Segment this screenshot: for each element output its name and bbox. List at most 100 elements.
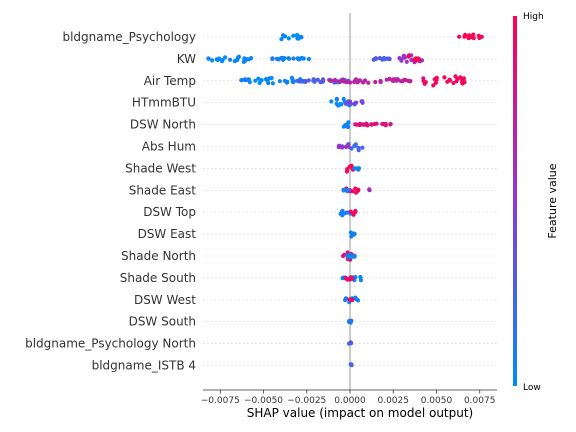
x-tick-label: 0.0000 bbox=[334, 396, 366, 406]
shap-point bbox=[358, 275, 363, 280]
shap-point bbox=[431, 83, 436, 88]
shap-point bbox=[409, 57, 414, 63]
shap-point bbox=[421, 76, 426, 81]
shap-point bbox=[348, 80, 353, 85]
shap-point bbox=[355, 122, 360, 127]
shap-point bbox=[381, 55, 387, 61]
shap-point bbox=[337, 79, 342, 84]
shap-point bbox=[361, 122, 366, 127]
shap-point bbox=[434, 77, 439, 83]
shap-point bbox=[356, 166, 362, 171]
shap-point bbox=[355, 80, 360, 85]
shap-point bbox=[341, 79, 346, 84]
shap-point bbox=[378, 79, 383, 84]
shap-point bbox=[402, 77, 407, 82]
shap-point bbox=[347, 297, 352, 302]
feature-label: DSW East bbox=[138, 227, 197, 241]
shap-point bbox=[340, 213, 345, 218]
shap-point bbox=[353, 208, 358, 214]
shap-point bbox=[336, 145, 341, 150]
shap-point bbox=[283, 34, 288, 39]
feature-label: HTmmBTU bbox=[132, 96, 196, 110]
feature-label: DSW North bbox=[130, 118, 196, 132]
shap-point bbox=[347, 341, 352, 346]
shap-point bbox=[340, 209, 345, 214]
shap-point bbox=[298, 34, 303, 40]
feature-guide-lines bbox=[203, 36, 497, 366]
shap-point bbox=[422, 81, 427, 86]
shap-point bbox=[343, 275, 348, 280]
shap-point bbox=[341, 253, 346, 259]
x-axis-label: SHAP value (impact on model output) bbox=[247, 406, 474, 420]
shap-point bbox=[266, 80, 271, 86]
shap-point bbox=[344, 210, 349, 215]
shap-point bbox=[206, 56, 211, 61]
shap-point bbox=[334, 97, 339, 102]
shap-point bbox=[347, 164, 352, 169]
shap-point bbox=[402, 55, 407, 60]
colorbar: High Low Feature value bbox=[513, 12, 559, 393]
feature-label: DSW South bbox=[129, 315, 196, 329]
shap-point bbox=[360, 99, 365, 104]
shap-point bbox=[270, 81, 275, 86]
shap-point bbox=[243, 58, 248, 63]
shap-point bbox=[479, 34, 484, 39]
shap-point bbox=[228, 57, 233, 62]
shap-point bbox=[348, 209, 353, 214]
shap-point bbox=[345, 124, 350, 129]
feature-label: Air Temp bbox=[144, 74, 196, 88]
shap-point bbox=[329, 99, 334, 104]
shap-point bbox=[445, 79, 450, 84]
shap-point bbox=[299, 55, 304, 61]
shap-point bbox=[367, 187, 372, 192]
shap-point bbox=[315, 77, 320, 82]
shap-point bbox=[327, 78, 333, 83]
shap-point bbox=[380, 121, 385, 127]
shap-point bbox=[383, 121, 388, 126]
shap-point bbox=[291, 56, 296, 61]
shap-point bbox=[470, 34, 475, 39]
shap-point bbox=[459, 77, 465, 82]
x-tick-label: 0.0050 bbox=[421, 396, 453, 406]
feature-label: bldgname_Psychology bbox=[62, 30, 196, 44]
x-axis: −0.0075 −0.0050 −0.0025 0.0000 0.0025 0.0050 0… bbox=[201, 389, 497, 406]
shap-point bbox=[355, 298, 361, 303]
shap-point bbox=[353, 190, 359, 195]
shap-point bbox=[404, 59, 409, 64]
shap-point bbox=[362, 78, 368, 83]
shap-point bbox=[399, 57, 404, 62]
shap-point bbox=[356, 145, 361, 150]
colorbar-low-label: Low bbox=[523, 383, 541, 393]
shap-point bbox=[279, 37, 284, 42]
shap-point bbox=[235, 57, 240, 63]
shap-point bbox=[371, 57, 376, 62]
shap-point bbox=[457, 34, 462, 39]
shap-point bbox=[388, 122, 393, 127]
feature-label: Shade North bbox=[121, 249, 196, 263]
shap-point bbox=[366, 80, 371, 85]
shap-point bbox=[373, 79, 378, 85]
feature-labels: bldgname_Psychology KW Air Temp HTmmBTU DSW … bbox=[25, 30, 196, 373]
shap-point bbox=[348, 362, 353, 367]
x-tick-label: 0.0075 bbox=[464, 396, 496, 406]
feature-label: bldgname_Psychology North bbox=[25, 337, 196, 351]
feature-label: DSW Top bbox=[143, 205, 196, 219]
shap-point bbox=[320, 79, 325, 84]
shap-point bbox=[398, 79, 404, 84]
shap-point bbox=[451, 80, 456, 86]
shap-point bbox=[339, 145, 345, 150]
shap-point bbox=[463, 32, 468, 37]
shap-point bbox=[341, 187, 346, 192]
shap-point bbox=[406, 53, 412, 58]
shap-point bbox=[297, 79, 302, 84]
shap-point bbox=[369, 122, 374, 127]
shap-point bbox=[407, 79, 412, 84]
x-tick-label: −0.0075 bbox=[201, 396, 240, 406]
shap-point bbox=[284, 80, 289, 85]
shap-point bbox=[346, 144, 351, 149]
shap-point bbox=[346, 187, 351, 193]
x-tick-label: −0.0050 bbox=[244, 396, 283, 406]
shap-point bbox=[223, 55, 228, 60]
shap-point bbox=[239, 78, 244, 83]
shap-point bbox=[312, 79, 317, 84]
